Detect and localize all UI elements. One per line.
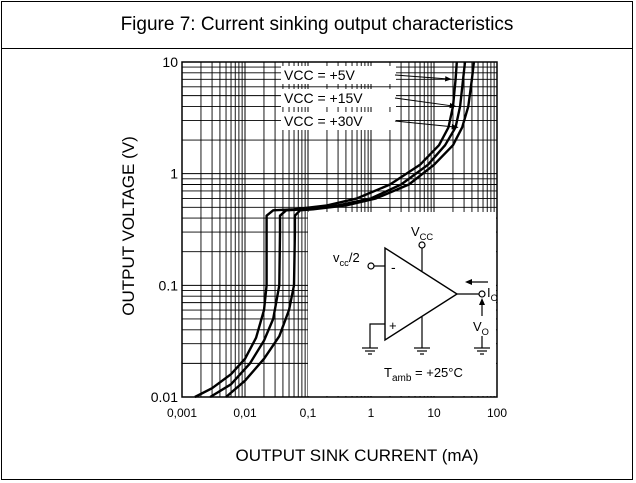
y-tick-label: 10 bbox=[162, 54, 178, 70]
plus-input-wire bbox=[369, 323, 385, 348]
opamp-triangle bbox=[384, 246, 459, 342]
vcc-half-terminal bbox=[367, 262, 375, 270]
inset-diagram: vcc/2 - + VCC IO VO Tamb = +25°C bbox=[308, 212, 498, 396]
series-line-3 bbox=[225, 61, 476, 398]
x-axis-label: OUTPUT SINK CURRENT (mA) bbox=[235, 446, 478, 465]
y-axis-label: OUTPUT VOLTAGE (V) bbox=[119, 136, 138, 315]
temperature-label: Tamb = +25°C bbox=[384, 365, 463, 384]
y-tick-label: 0.01 bbox=[151, 389, 178, 405]
y-tick-label: 0.1 bbox=[159, 277, 179, 293]
x-tick-label: 100 bbox=[487, 406, 507, 420]
x-tick-label: 0,001 bbox=[167, 406, 197, 420]
inset-background bbox=[308, 212, 496, 396]
legend-arrow bbox=[394, 74, 452, 80]
plus-sign: + bbox=[389, 318, 397, 333]
plot-border bbox=[181, 61, 498, 398]
vcc-label: VCC bbox=[411, 224, 433, 242]
legend: VCC = +5V VCC = +15V VCC = +30V bbox=[281, 66, 459, 130]
legend-label: VCC = +30V bbox=[284, 113, 363, 129]
legend-arrow-head bbox=[449, 102, 457, 109]
legend-arrow bbox=[394, 120, 459, 128]
title-divider bbox=[2, 48, 632, 49]
x-tick-label: 10 bbox=[427, 406, 441, 420]
io-label: IO bbox=[487, 285, 498, 303]
legend-arrow-head bbox=[444, 76, 452, 82]
vcc-terminal bbox=[418, 241, 426, 249]
legend-label-bg bbox=[281, 66, 396, 84]
legend-arrow bbox=[394, 97, 457, 107]
legend-label-bg bbox=[281, 112, 396, 130]
series-line-1 bbox=[194, 61, 458, 399]
vo-arrow-head bbox=[479, 298, 485, 305]
x-tick-label: 0,01 bbox=[233, 406, 257, 420]
tick-labels: 0,001 0,01 0,1 1 10 100 0.01 0.1 1 10 bbox=[151, 54, 508, 420]
io-arrow-head bbox=[465, 279, 472, 285]
vo-label: VO bbox=[473, 319, 489, 337]
legend-label: VCC = +5V bbox=[284, 67, 355, 83]
figure-title: Figure 7: Current sinking output charact… bbox=[120, 14, 514, 35]
legend-label: VCC = +15V bbox=[284, 90, 363, 106]
x-tick-label: 1 bbox=[368, 406, 375, 420]
x-tick-label: 0,1 bbox=[300, 406, 317, 420]
legend-label-bg bbox=[281, 89, 396, 107]
vcc-half-label: vcc/2 bbox=[333, 250, 360, 268]
minus-sign: - bbox=[391, 259, 396, 275]
legend-arrow-head bbox=[451, 123, 459, 130]
output-terminal bbox=[478, 290, 486, 298]
y-tick-label: 1 bbox=[170, 166, 178, 182]
